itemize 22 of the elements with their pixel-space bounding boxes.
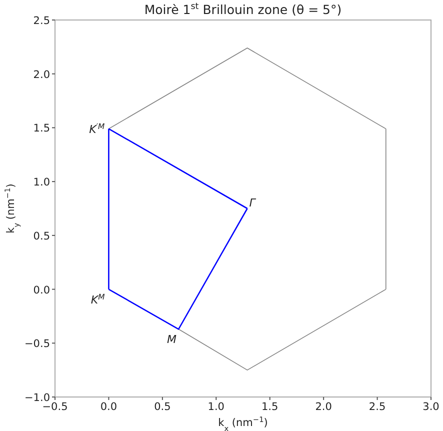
y-tick-label: 1.0 — [33, 176, 50, 189]
annotation: Γ — [249, 196, 256, 210]
x-tick-label: 0.0 — [100, 401, 118, 413]
y-tick-label: 0.5 — [33, 230, 50, 242]
annotation: K$^{M}$ — [90, 292, 106, 306]
chart-title: Moirè 1$^{st}$ Brillouin zone (θ = 5°) — [144, 2, 342, 17]
x-tick-label: 2.0 — [315, 401, 332, 413]
x-tick-label: 2.5 — [368, 401, 386, 413]
y-tick-label: 2.0 — [33, 68, 50, 81]
x-tick-label: 0.5 — [154, 401, 171, 413]
y-tick-label: 2.5 — [33, 15, 50, 27]
x-tick-label: 1.0 — [208, 401, 224, 413]
y-tick-label: −0.5 — [24, 338, 50, 350]
y-tick-label: −1.0 — [24, 392, 50, 404]
annotation: K$^{′M}$ — [89, 121, 106, 136]
annotation: M — [167, 333, 178, 346]
x-tick-label: −0.5 — [42, 401, 68, 413]
x-tick-label: 3.0 — [422, 401, 440, 413]
y-tick-label: 0.0 — [33, 284, 50, 296]
y-tick-label: 1.5 — [33, 122, 50, 135]
x-axis-title: k$_{x}$ (nm$^{−1}$) — [218, 414, 268, 431]
x-tick-label: 1.5 — [262, 401, 278, 413]
